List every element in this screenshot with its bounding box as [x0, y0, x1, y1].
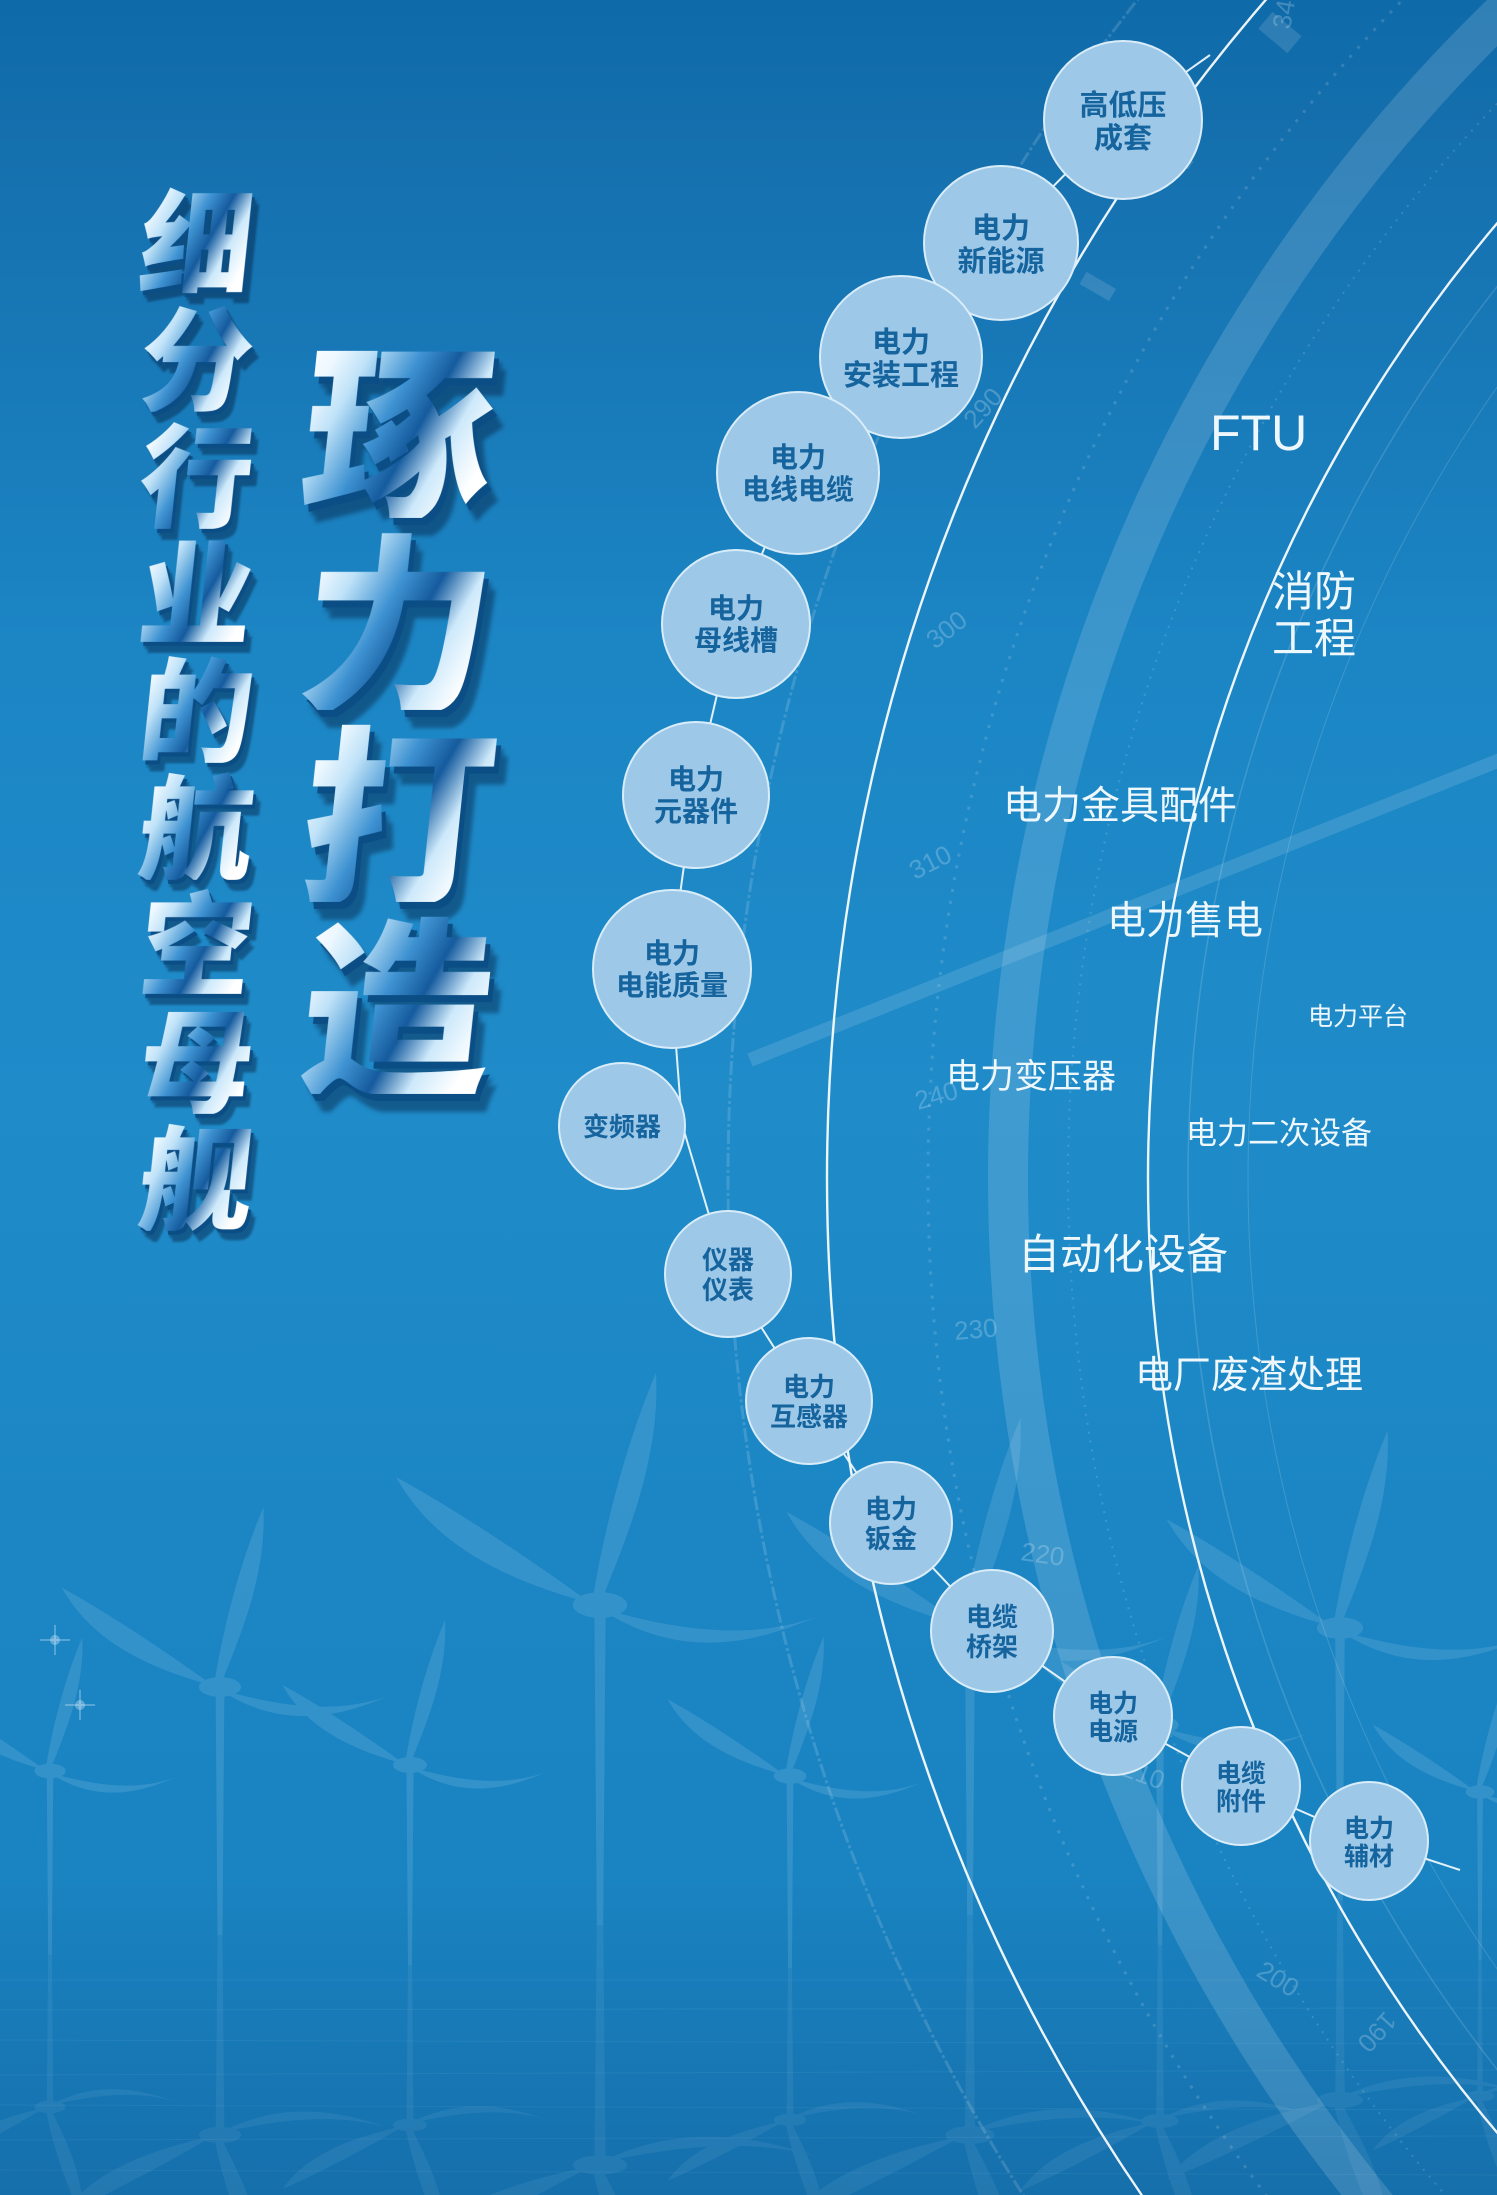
- svg-text:340: 340: [1266, 0, 1303, 31]
- svg-text:310: 310: [904, 839, 956, 885]
- svg-text:300: 300: [920, 604, 973, 654]
- svg-text:200: 200: [1252, 1955, 1305, 2003]
- svg-text:230: 230: [953, 1312, 999, 1346]
- svg-text:190: 190: [1352, 2006, 1403, 2058]
- svg-text:220: 220: [1019, 1536, 1066, 1572]
